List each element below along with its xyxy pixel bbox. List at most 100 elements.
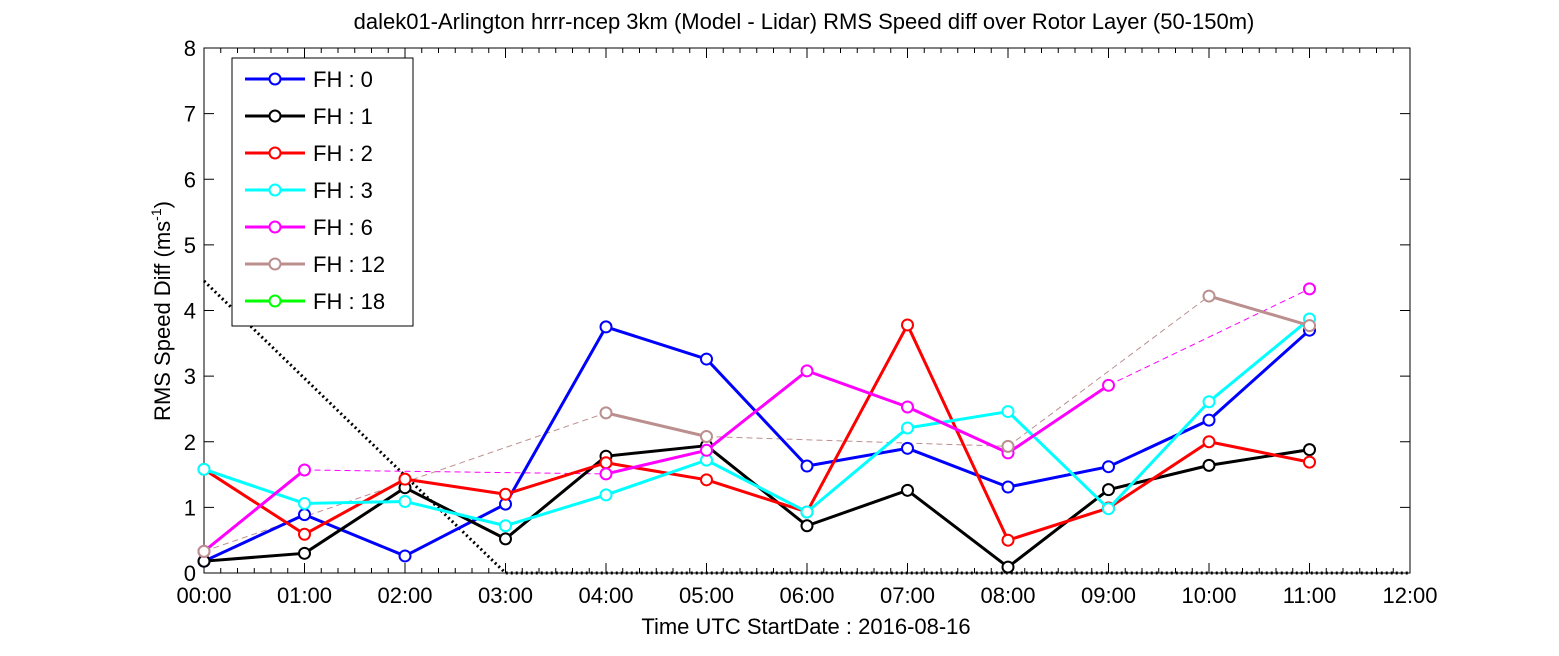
series-line xyxy=(605,369,1110,476)
x-axis-label: Time UTC StartDate : 2016-08-16 xyxy=(641,614,970,639)
data-point xyxy=(1202,435,1216,449)
data-point xyxy=(599,467,613,481)
data-point xyxy=(499,532,512,546)
legend-marker xyxy=(268,109,282,123)
data-point xyxy=(800,459,814,473)
x-tick-label: 07:00 xyxy=(880,583,935,608)
data-point xyxy=(901,318,914,332)
data-point xyxy=(398,472,412,486)
legend-label: FH : 18 xyxy=(313,289,385,314)
y-tick-label: 6 xyxy=(184,167,196,192)
series-line xyxy=(203,325,1311,563)
legend-box xyxy=(231,57,414,327)
data-point xyxy=(901,483,914,497)
data-point xyxy=(800,519,814,533)
x-tick-label: 02:00 xyxy=(377,583,432,608)
data-point xyxy=(298,508,311,522)
data-point xyxy=(700,430,713,443)
x-tick-label: 11:00 xyxy=(1283,583,1336,608)
data-point xyxy=(901,421,914,435)
data-point xyxy=(700,443,713,457)
gap-connector xyxy=(304,469,607,475)
data-point xyxy=(901,441,914,455)
legend-marker xyxy=(268,146,282,160)
legend-marker xyxy=(268,72,282,86)
data-point xyxy=(1202,289,1216,303)
data-point xyxy=(1202,413,1216,427)
data-point xyxy=(800,505,814,519)
data-point xyxy=(700,473,713,487)
data-point xyxy=(499,487,512,501)
x-tick-label: 04:00 xyxy=(578,583,633,608)
data-point xyxy=(1303,455,1316,469)
data-point xyxy=(298,496,311,510)
y-tick-label: 1 xyxy=(184,495,196,520)
series-line xyxy=(605,411,707,438)
data-point xyxy=(1303,319,1316,333)
series-0 xyxy=(197,320,1316,568)
data-point xyxy=(599,406,613,420)
legend-marker xyxy=(268,294,282,308)
data-point xyxy=(1001,405,1015,419)
data-point xyxy=(901,400,914,414)
data-point xyxy=(1303,282,1316,296)
data-point xyxy=(298,463,311,477)
series-5 xyxy=(197,289,1316,558)
data-point xyxy=(1001,480,1015,494)
series-1 xyxy=(197,439,1316,574)
y-tick-label: 3 xyxy=(184,364,196,389)
data-point xyxy=(1001,439,1015,453)
y-axis-label-main: RMS Speed Diff (ms xyxy=(150,221,175,421)
data-point xyxy=(499,519,512,533)
x-tick-label: 05:00 xyxy=(679,583,734,608)
x-tick-label: 08:00 xyxy=(980,583,1035,608)
data-point xyxy=(1202,395,1216,409)
legend-label: FH : 3 xyxy=(313,178,373,203)
data-point xyxy=(298,546,311,560)
y-tick-label: 4 xyxy=(184,299,196,324)
x-tick-label: 00:00 xyxy=(176,583,231,608)
legend-marker xyxy=(268,220,282,234)
series-4 xyxy=(197,282,1316,558)
y-tick-label: 8 xyxy=(184,36,196,61)
y-axis-label-superscript: -1 xyxy=(148,208,164,221)
y-tick-label: 0 xyxy=(184,561,196,586)
x-tick-label: 10:00 xyxy=(1181,583,1236,608)
data-point xyxy=(599,488,613,502)
data-point xyxy=(298,527,311,541)
data-point xyxy=(197,544,211,558)
gap-connector xyxy=(1108,288,1310,386)
legend-marker xyxy=(268,257,282,271)
y-tick-label: 2 xyxy=(184,430,196,455)
x-tick-label: 03:00 xyxy=(478,583,533,608)
legend-marker xyxy=(268,183,282,197)
data-point xyxy=(700,352,713,366)
x-tick-label: 09:00 xyxy=(1081,583,1136,608)
plot-area: 00:00 01:00 02:00 03:00 04:00 05:00 06:00 07:00… xyxy=(176,36,1437,608)
data-point xyxy=(1303,443,1316,457)
legend: FH : 0 FH : 1 FH : 2 FH : 3 FH : 6 FH : 12 FH … xyxy=(231,57,414,327)
series-line xyxy=(203,444,1310,569)
data-point xyxy=(1001,533,1015,547)
series-3 xyxy=(197,312,1316,533)
data-point xyxy=(1102,460,1115,474)
y-axis-label: RMS Speed Diff (ms-1) xyxy=(148,201,175,421)
legend-label: FH : 12 xyxy=(313,252,385,277)
legend-label: FH : 1 xyxy=(313,104,373,129)
gap-connector xyxy=(706,436,1009,447)
data-point xyxy=(599,320,613,334)
data-point xyxy=(1102,378,1115,392)
series-line xyxy=(203,468,306,553)
data-point xyxy=(398,549,412,563)
data-point xyxy=(1102,502,1115,516)
gap-connector xyxy=(1007,295,1210,447)
y-tick-label: 5 xyxy=(184,233,196,258)
data-point xyxy=(1001,560,1015,574)
data-point xyxy=(599,456,613,470)
data-point xyxy=(398,494,412,508)
series-line xyxy=(203,317,1311,528)
x-tick-label: 01:00 xyxy=(277,583,332,608)
legend-label: FH : 2 xyxy=(313,141,373,166)
data-point xyxy=(197,462,211,476)
